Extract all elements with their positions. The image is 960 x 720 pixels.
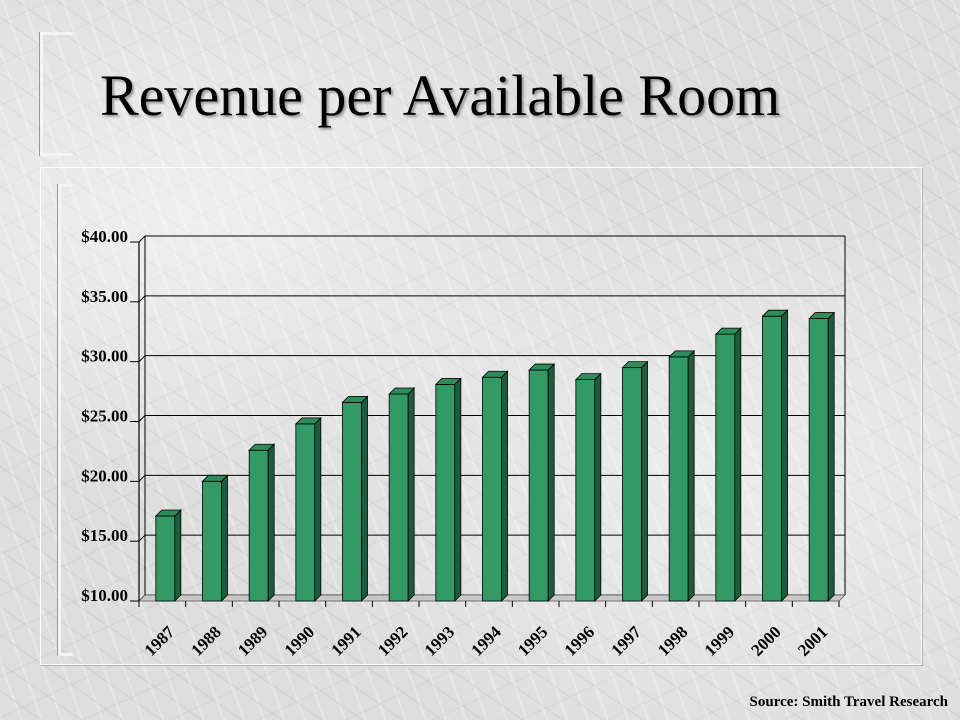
x-tick-label: 1991 xyxy=(327,622,364,659)
bar-front xyxy=(575,379,596,602)
bar-1994 xyxy=(481,370,509,602)
x-tick-label: 1993 xyxy=(421,622,458,659)
bar-2001 xyxy=(808,311,836,602)
bar-top xyxy=(201,474,229,482)
bar-2000 xyxy=(761,309,789,602)
bar-front xyxy=(435,384,456,602)
bar-side xyxy=(267,443,275,602)
gridline-depth xyxy=(138,235,146,243)
x-tick-labels: 1987 1988 1989 1990 1991 1992 1993 1994 1995 1996… xyxy=(141,622,832,660)
bar-1993 xyxy=(434,377,462,602)
bar-side xyxy=(547,363,555,602)
x-tick-label: 1990 xyxy=(281,622,318,659)
y-tick-label: $20.00 xyxy=(81,466,128,485)
bar-top xyxy=(154,509,182,517)
x-tick-label: 2000 xyxy=(747,622,784,659)
y-tick-label: $35.00 xyxy=(81,287,128,306)
bar-front xyxy=(762,315,782,602)
gridline-depth xyxy=(138,534,146,542)
x-tick-label: 1995 xyxy=(514,622,551,659)
page-title: Revenue per Available Room xyxy=(100,63,781,128)
x-tick-label: 1997 xyxy=(607,622,645,660)
bar-front xyxy=(155,515,176,602)
bar-front xyxy=(342,401,362,602)
bar-1998 xyxy=(668,349,696,602)
x-tick-label: 1998 xyxy=(654,622,691,659)
bar-1995 xyxy=(528,363,556,602)
source-note: Source: Smith Travel Research xyxy=(749,694,948,710)
x-tick-label: 1989 xyxy=(234,622,271,659)
bar-1987 xyxy=(154,509,182,602)
bar-side xyxy=(734,327,742,602)
bar-side xyxy=(687,349,695,602)
bar-side xyxy=(781,309,788,602)
bar-1992 xyxy=(388,387,416,602)
chart-bracket-decoration xyxy=(58,184,73,656)
bar-side xyxy=(361,395,368,602)
bars xyxy=(154,309,836,602)
bar-1990 xyxy=(294,416,322,602)
bar-side xyxy=(827,311,835,602)
bar-front xyxy=(202,480,222,602)
bar-1996 xyxy=(574,372,602,602)
bar-top xyxy=(248,443,276,451)
bar-front xyxy=(482,376,502,602)
y-tick-label: $15.00 xyxy=(81,526,128,545)
y-tick-label: $30.00 xyxy=(81,347,128,366)
gridline-depth xyxy=(138,474,146,482)
bar-front xyxy=(388,393,409,602)
bar-front xyxy=(248,449,269,602)
bar-1989 xyxy=(248,443,276,602)
bar-top xyxy=(294,417,322,425)
bar-top xyxy=(808,312,836,319)
bar-top xyxy=(714,327,742,335)
x-tick-label: 1992 xyxy=(374,622,411,659)
bar-1991 xyxy=(341,395,369,602)
bar-front xyxy=(715,333,736,602)
gridline-depth xyxy=(138,295,146,303)
bar-1988 xyxy=(201,474,229,602)
chart-frame xyxy=(40,167,922,665)
bar-side xyxy=(174,509,182,602)
bar-1997 xyxy=(621,360,649,602)
bar-top xyxy=(761,309,789,317)
bar-1999 xyxy=(714,327,742,602)
bar-side xyxy=(641,360,648,602)
bar-front xyxy=(528,369,549,602)
bar-top xyxy=(668,350,696,358)
bar-front xyxy=(808,318,829,602)
y-tick-label: $40.00 xyxy=(81,227,128,246)
bar-top xyxy=(574,373,602,381)
bar-top xyxy=(341,395,369,403)
bar-side xyxy=(221,474,228,602)
bar-top xyxy=(434,378,462,385)
x-tick-label: 1994 xyxy=(467,622,505,660)
x-tick-label: 1996 xyxy=(561,622,598,659)
gridline-depth xyxy=(138,415,146,422)
bar-top xyxy=(621,361,649,369)
x-tick-label: 2001 xyxy=(794,622,831,659)
bar-front xyxy=(668,356,689,602)
bar-side xyxy=(314,416,322,602)
y-tick-label: $10.00 xyxy=(81,586,128,605)
x-tick-label: 1987 xyxy=(141,622,179,660)
bar-front xyxy=(622,367,642,602)
gridline-depth xyxy=(138,355,146,363)
y-tick-label: $25.00 xyxy=(81,407,128,426)
bar-side xyxy=(594,372,602,602)
x-tick-label: 1988 xyxy=(187,622,224,659)
bar-side xyxy=(501,370,508,602)
bar-top xyxy=(388,387,416,395)
bar-side xyxy=(407,387,415,602)
bar-top xyxy=(481,370,509,378)
x-tick-label: 1999 xyxy=(701,622,738,659)
title-bracket-decoration xyxy=(40,32,73,156)
bar-side xyxy=(454,377,462,602)
bar-top xyxy=(528,363,556,371)
bar-front xyxy=(295,423,316,602)
y-tick-labels: $10.00 $15.00 $20.00 $25.00 $30.00 $35.00 $40.… xyxy=(81,227,128,605)
